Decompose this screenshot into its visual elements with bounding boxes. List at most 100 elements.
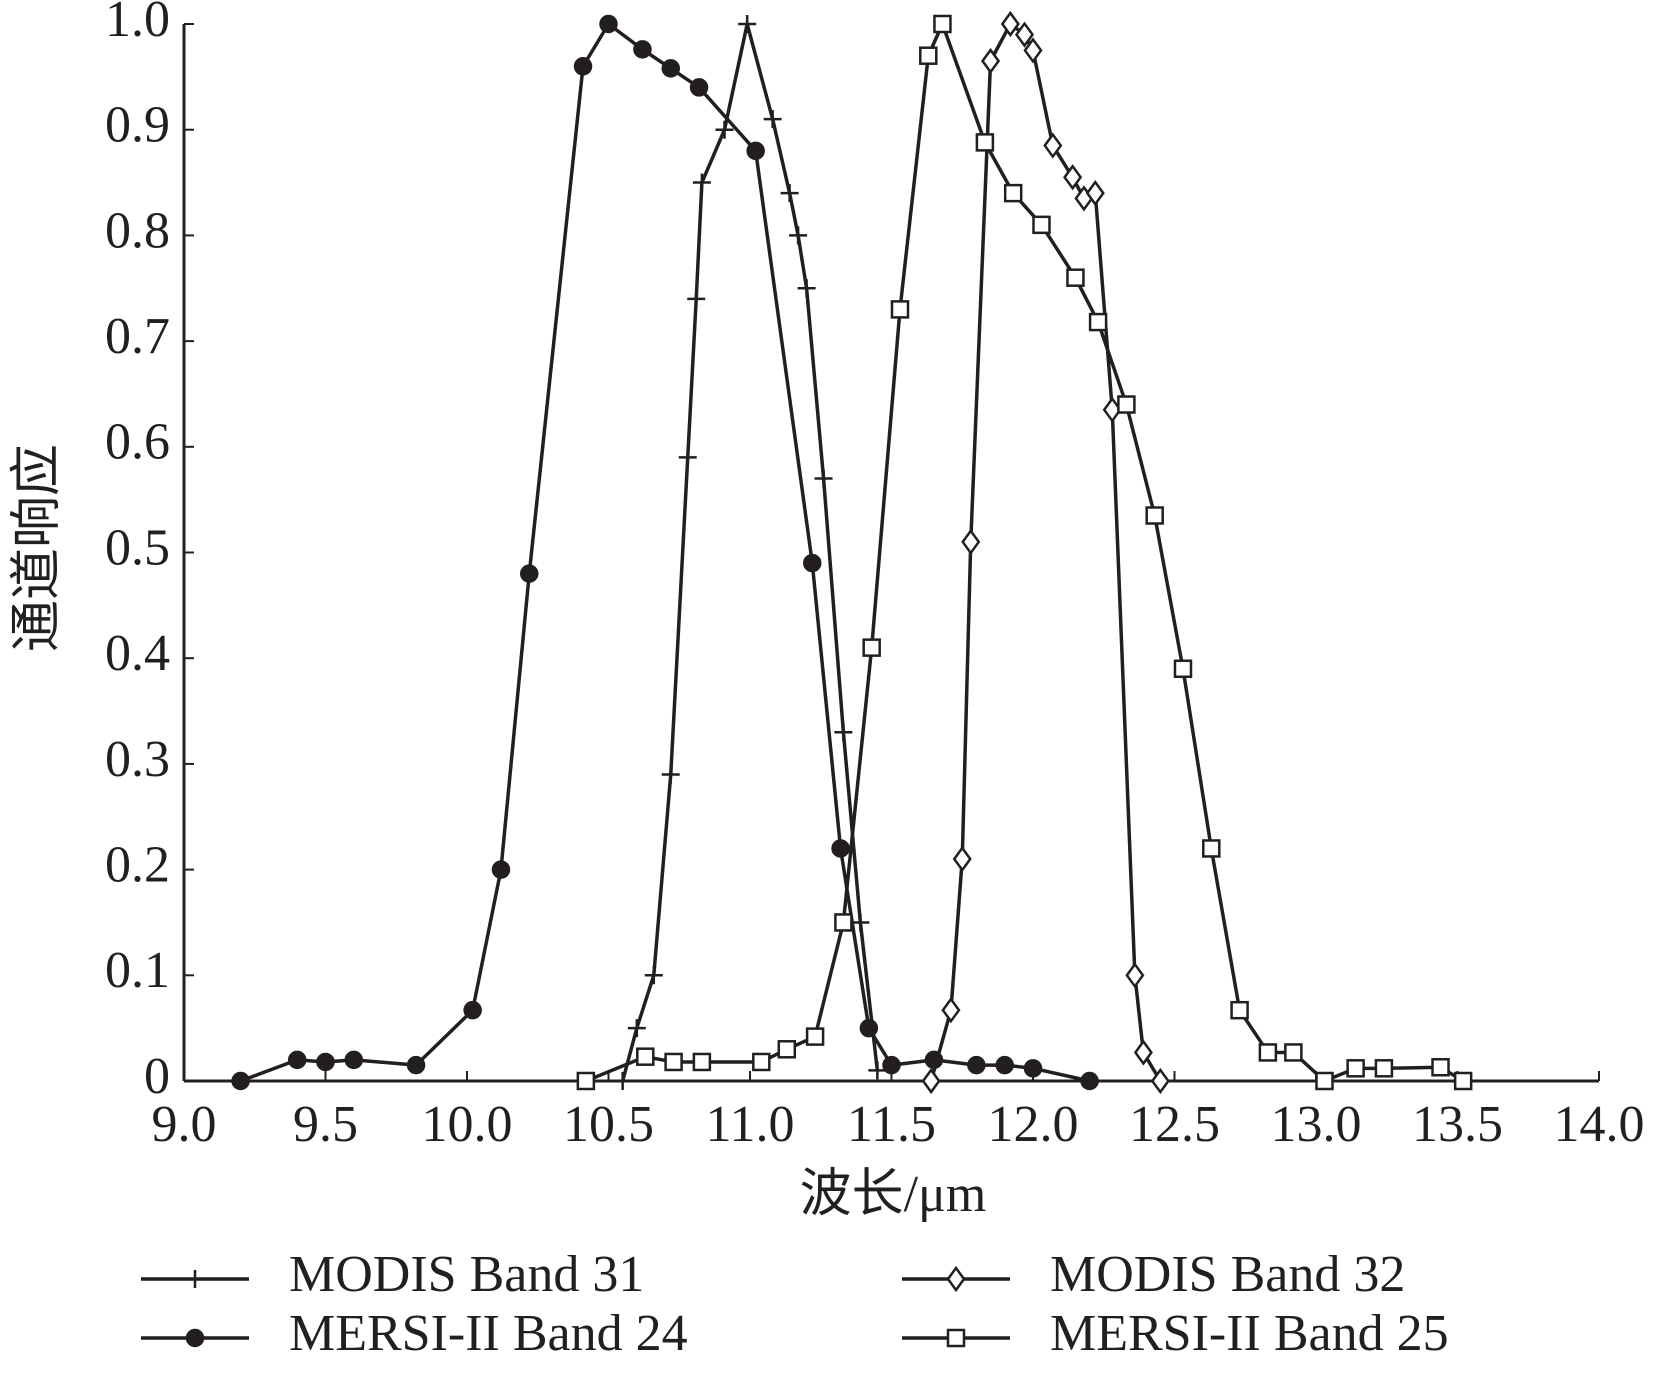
data-point	[1145, 506, 1164, 525]
data-point	[1125, 962, 1145, 989]
legend-label: MODIS Band 31	[289, 1246, 644, 1303]
data-point	[961, 528, 981, 556]
data-point	[851, 913, 870, 932]
data-point	[797, 279, 816, 298]
data-point	[613, 1072, 632, 1090]
x-tick-label: 12.0	[988, 1096, 1079, 1153]
y-tick-label: 1.0	[105, 0, 170, 48]
data-point	[924, 1050, 944, 1070]
data-point	[344, 1050, 364, 1070]
data-point	[1173, 659, 1193, 679]
data-point	[692, 1052, 712, 1072]
data-point	[633, 40, 652, 59]
x-tick-label: 13.5	[1412, 1096, 1503, 1153]
series-line	[239, 22, 1090, 1083]
data-point	[921, 1067, 941, 1095]
data-point	[687, 289, 706, 308]
x-tick-label: 11.0	[705, 1096, 794, 1153]
y-tick-label: 0.2	[105, 837, 170, 894]
data-point	[1117, 395, 1136, 414]
data-point	[715, 120, 734, 139]
data-point	[975, 133, 995, 152]
data-point	[882, 1055, 901, 1075]
data-point	[664, 1052, 683, 1072]
data-point	[1284, 1043, 1303, 1062]
data-point	[777, 1040, 797, 1059]
data-point	[520, 564, 539, 583]
x-tick-label: 13.0	[1271, 1096, 1362, 1153]
data-point	[859, 1018, 879, 1038]
y-tick-label: 0.3	[105, 731, 170, 788]
data-point	[933, 14, 952, 34]
x-tick-label: 14.0	[1554, 1096, 1645, 1153]
data-point	[995, 1055, 1014, 1075]
data-point	[1202, 839, 1221, 858]
data-point	[752, 1052, 771, 1072]
data-point	[678, 448, 697, 467]
data-point	[1000, 10, 1020, 38]
data-point	[661, 59, 681, 78]
data-point	[1346, 1059, 1365, 1078]
data-point	[287, 1050, 307, 1070]
series-line	[929, 22, 1162, 1082]
data-point	[599, 14, 618, 34]
y-tick-label: 0	[144, 1048, 170, 1105]
data-point	[644, 966, 663, 985]
data-point	[627, 1019, 646, 1038]
data-point	[316, 1052, 335, 1072]
data-point	[890, 300, 910, 319]
data-point	[814, 469, 833, 488]
x-tick-label: 10.5	[563, 1096, 654, 1153]
data-point	[780, 184, 799, 203]
legend-marker	[186, 1270, 204, 1288]
legend-label: MERSI-II Band 24	[289, 1305, 688, 1362]
data-point	[952, 845, 972, 873]
x-tick-label: 9.5	[293, 1096, 358, 1153]
data-point	[1080, 1071, 1099, 1091]
data-point	[1066, 268, 1085, 287]
data-point	[868, 1061, 887, 1080]
data-point	[919, 46, 938, 65]
x-tick-label: 12.5	[1129, 1096, 1220, 1153]
data-point	[981, 47, 1001, 75]
data-point	[1043, 132, 1063, 159]
legend-marker	[946, 1328, 966, 1348]
data-point	[1014, 21, 1035, 48]
data-point	[463, 1000, 482, 1020]
data-point	[738, 15, 757, 33]
series-line	[585, 22, 1465, 1083]
y-tick-label: 0.9	[105, 97, 170, 154]
data-point	[1374, 1059, 1394, 1078]
data-point	[576, 1071, 596, 1091]
data-point	[746, 141, 765, 161]
x-axis-title: 波长/μm	[800, 1166, 987, 1223]
data-point	[834, 723, 853, 742]
data-point	[1315, 1071, 1334, 1091]
y-axis-title: 通道响应	[9, 444, 66, 652]
y-tick-label: 0.7	[105, 308, 170, 365]
data-point	[573, 57, 593, 76]
data-point	[1063, 164, 1083, 191]
data-point	[661, 765, 680, 784]
data-point	[1431, 1058, 1450, 1077]
data-point	[1230, 1000, 1249, 1020]
x-tick-label: 9.0	[152, 1096, 217, 1153]
data-point	[941, 997, 961, 1024]
y-tick-label: 0.1	[105, 942, 170, 999]
data-point	[1003, 183, 1023, 203]
data-point	[834, 913, 853, 932]
legend-marker	[946, 1265, 966, 1293]
x-tick-label: 11.5	[847, 1096, 936, 1153]
y-tick-label: 0.6	[105, 414, 170, 471]
legend-label: MODIS Band 32	[1050, 1246, 1405, 1303]
data-point	[1088, 312, 1108, 332]
data-point	[763, 110, 782, 129]
data-point	[1258, 1043, 1278, 1062]
data-point	[1032, 215, 1051, 235]
data-point	[1085, 179, 1105, 207]
data-point	[689, 78, 709, 97]
legend-label: MERSI-II Band 25	[1050, 1305, 1449, 1362]
x-tick-label: 10.0	[422, 1096, 513, 1153]
